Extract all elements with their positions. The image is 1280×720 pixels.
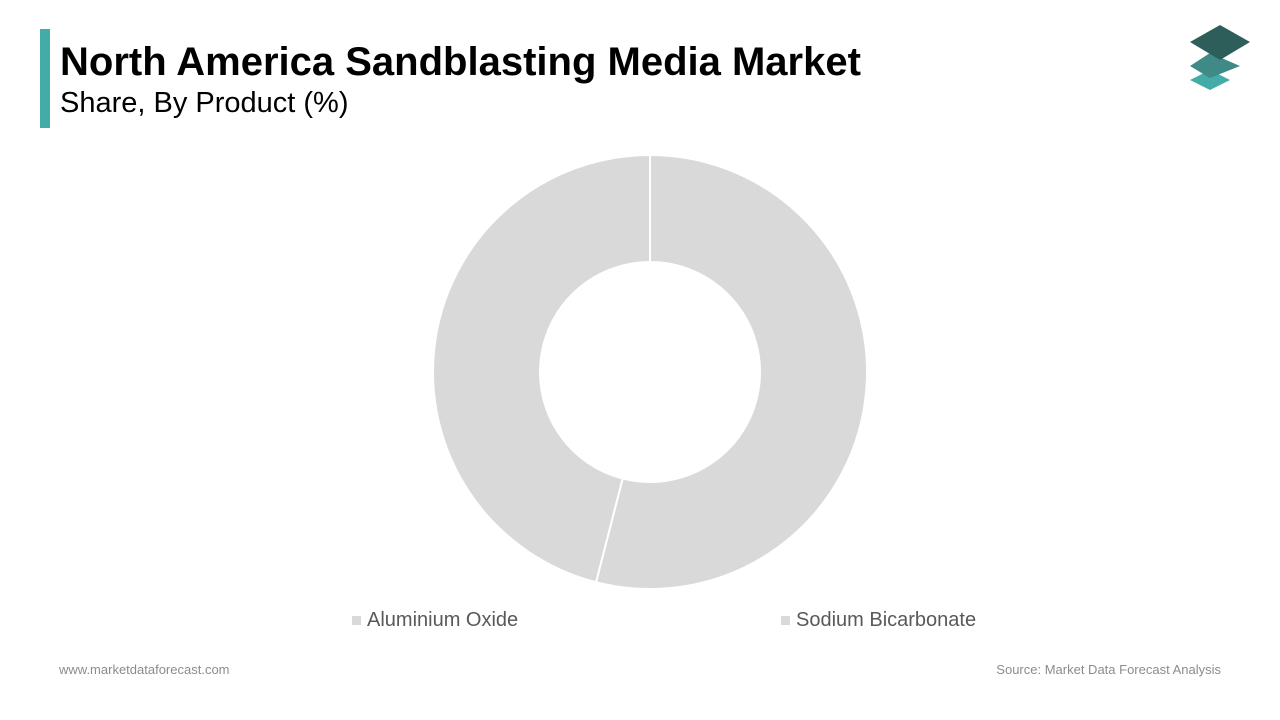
logo-layer-bottom <box>1190 70 1230 90</box>
legend-label-aluminium-oxide: Aluminium Oxide <box>367 609 519 631</box>
logo-layer-middle <box>1190 53 1240 78</box>
donut-slice-aluminium-oxide <box>594 153 868 590</box>
legend-swatch-aluminium-oxide <box>352 615 361 625</box>
footer-website: www.marketdataforecast.com <box>59 662 230 677</box>
donut-slice-sodium-bicarbonate <box>432 153 651 584</box>
legend-swatch-sodium-bicarbonate <box>781 615 790 625</box>
page-title: North America Sandblasting Media Market <box>60 40 861 84</box>
title-accent-bar <box>40 29 50 128</box>
logo-layer-top <box>1190 25 1250 60</box>
page-subtitle: Share, By Product (%) <box>60 87 349 119</box>
legend-label-sodium-bicarbonate: Sodium Bicarbonate <box>796 609 977 631</box>
legend-item-sodium-bicarbonate: Sodium Bicarbonate <box>781 608 976 632</box>
legend-item-aluminium-oxide: Aluminium Oxide <box>352 608 518 632</box>
footer-source: Source: Market Data Forecast Analysis <box>996 662 1221 677</box>
stacked-layers-logo-icon <box>1190 25 1250 90</box>
